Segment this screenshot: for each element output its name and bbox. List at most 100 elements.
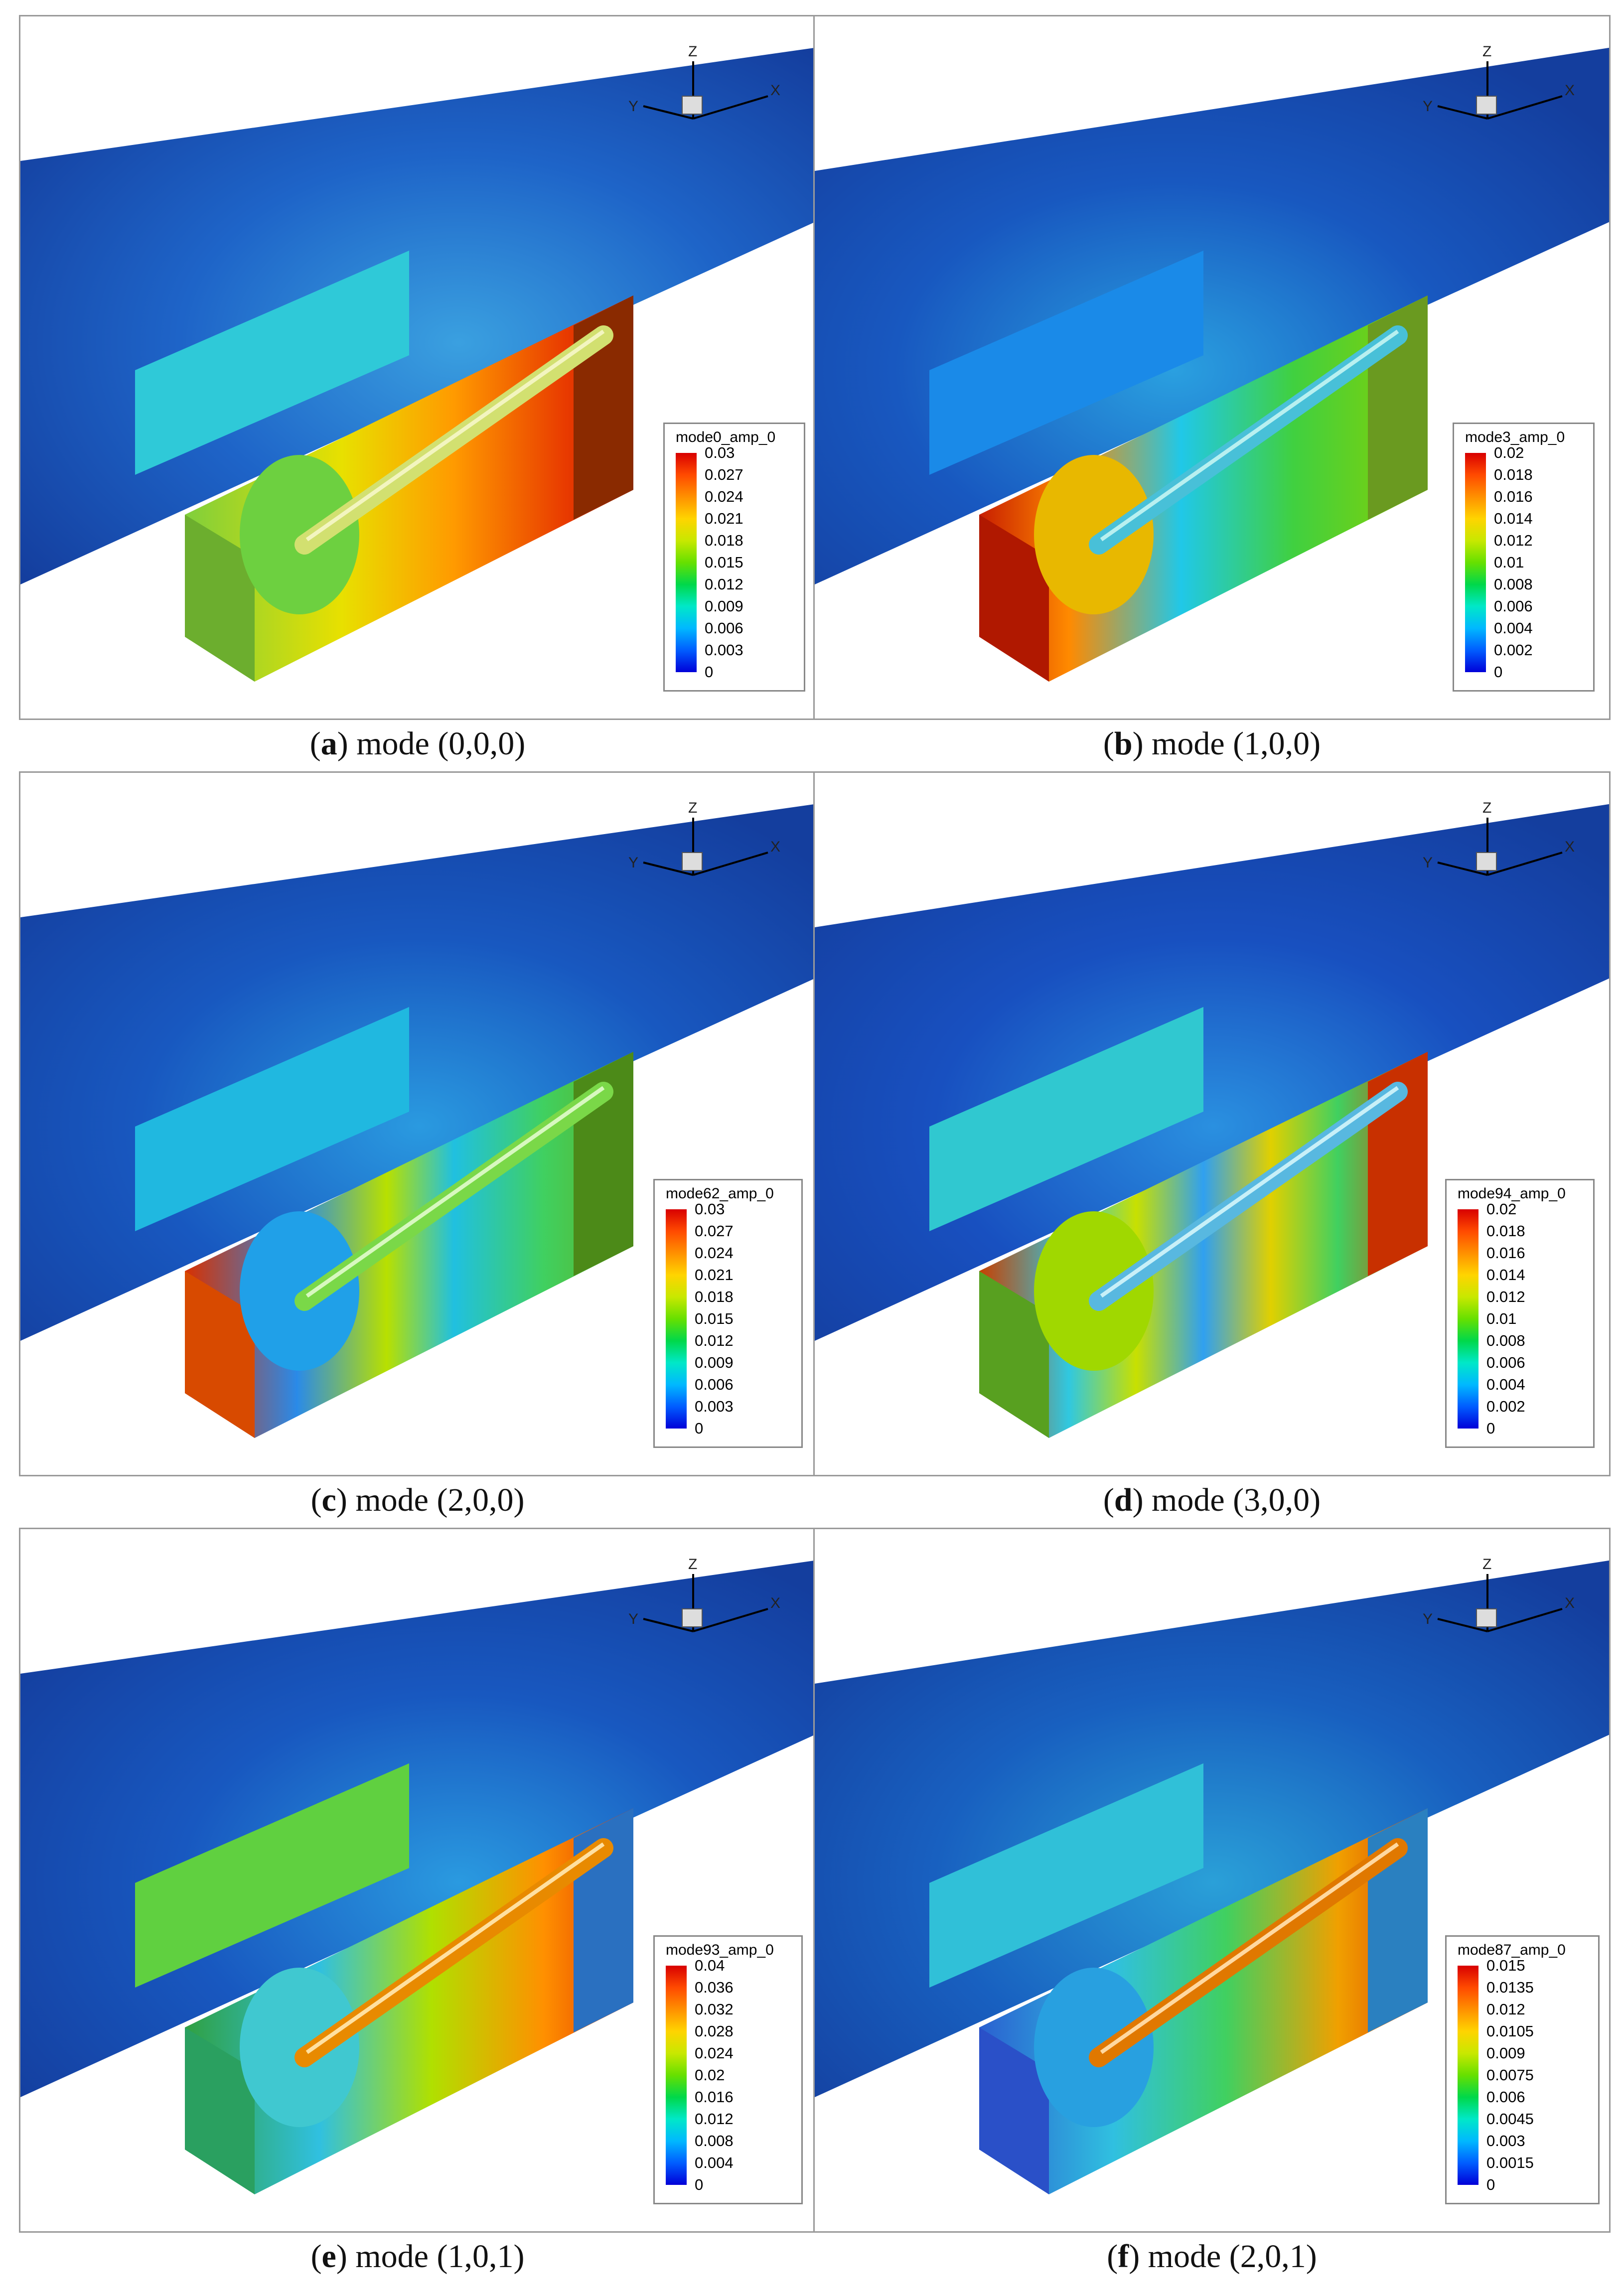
colorbar [666, 1209, 687, 1429]
legend: mode94_amp_0 0.02 0.018 0.016 0.014 0.01… [1445, 1179, 1595, 1448]
panel-e: Z X Y mode93_amp_0 0.04 0.036 0.032 0.02… [19, 1528, 816, 2233]
caption-text: mode (1,0,0) [1143, 725, 1321, 762]
legend-tick: 0.027 [695, 1222, 734, 1240]
legend-tick: 0.016 [695, 2088, 734, 2106]
legend-tick: 0.012 [1494, 532, 1533, 549]
axis-label-x: X [770, 1595, 780, 1611]
legend-tick: 0.002 [1494, 641, 1533, 659]
caption-letter: d [1114, 1482, 1133, 1518]
caption-d: (d) mode (3,0,0) [1103, 1482, 1321, 1518]
legend-tick: 0.014 [1486, 1266, 1525, 1284]
caption-letter: f [1118, 2238, 1129, 2275]
colorbar [666, 1966, 687, 2185]
legend-tick: 0.009 [705, 597, 743, 615]
colorbar [1458, 1209, 1478, 1429]
axis-label-z: Z [688, 800, 697, 816]
legend-tick: 0.003 [1486, 2132, 1525, 2150]
contour-scene: Z X Y [20, 43, 815, 682]
legend-tick: 0.016 [1494, 488, 1533, 505]
legend-tick: 0.006 [1486, 2088, 1525, 2106]
legend-tick: 0.006 [695, 1376, 734, 1393]
legend-tick: 0.027 [705, 466, 743, 483]
axis-label-y: Y [628, 98, 638, 115]
box-left-face [185, 515, 255, 682]
legend-tick: 0.02 [1486, 1200, 1517, 1218]
legend-tick: 0.0135 [1486, 1979, 1534, 1996]
legend-tick: 0.018 [1486, 1222, 1525, 1240]
caption-a: (a) mode (0,0,0) [309, 725, 526, 762]
legend-tick: 0.003 [695, 1398, 734, 1415]
legend-tick: 0.03 [695, 1200, 725, 1218]
legend-tick: 0.016 [1486, 1244, 1525, 1262]
panel-f: Z X Y mode87_amp_0 0.015 0.0135 0.012 0.… [813, 1528, 1611, 2233]
legend-tick: 0 [1494, 663, 1503, 681]
legend-tick: 0.006 [705, 619, 743, 637]
legend-tick: 0.0105 [1486, 2022, 1534, 2040]
legend: mode87_amp_0 0.015 0.0135 0.012 0.0105 0… [1445, 1935, 1600, 2204]
legend-tick: 0 [1486, 2176, 1495, 2193]
upper-plate [135, 251, 409, 475]
legend: mode0_amp_0 0.03 0.027 0.024 0.021 0.018… [663, 423, 805, 692]
panel-b: Z X Y mode3_amp_0 0.02 0.018 0.016 0.014… [813, 15, 1611, 720]
contour-scene: Z X Y [20, 1556, 815, 2194]
axis-label-z: Z [688, 1556, 697, 1573]
legend-tick: 0.028 [695, 2022, 734, 2040]
colorbar [676, 453, 697, 672]
legend-tick: 0.036 [695, 1979, 734, 1996]
legend-tick: 0.012 [1486, 1288, 1525, 1305]
legend-tick: 0 [1486, 1420, 1495, 1437]
legend-tick: 0.0075 [1486, 2066, 1534, 2084]
legend-tick: 0.009 [1486, 2044, 1525, 2062]
shaft [295, 325, 613, 555]
axis-label-z: Z [1482, 43, 1491, 60]
legend-title: mode94_amp_0 [1458, 1185, 1566, 1202]
caption-text: mode (2,0,0) [347, 1482, 525, 1518]
legend-tick: 0.018 [705, 532, 743, 549]
legend-tick: 0.024 [705, 488, 743, 505]
axis-label-x: X [1565, 839, 1575, 855]
legend-tick: 0.004 [1486, 1376, 1525, 1393]
legend-title: mode3_amp_0 [1465, 429, 1565, 445]
caption-letter: e [321, 2238, 336, 2275]
legend-tick: 0.018 [695, 1288, 734, 1305]
legend-tick: 0 [695, 2176, 704, 2193]
legend-tick: 0.02 [695, 2066, 725, 2084]
legend-tick: 0.01 [1494, 554, 1524, 571]
legend-tick: 0.0015 [1486, 2154, 1534, 2171]
disk [240, 455, 359, 614]
contour-scene: Z X Y [815, 800, 1609, 1438]
panel-a: Z X Y mode0_amp_0 0.03 0.027 0.024 0.021… [19, 15, 816, 720]
legend-tick: 0.006 [1486, 1354, 1525, 1371]
legend-tick: 0.002 [1486, 1398, 1525, 1415]
caption-letter: a [320, 725, 337, 762]
axis-label-y: Y [628, 1611, 638, 1627]
caption-b: (b) mode (1,0,0) [1103, 725, 1321, 762]
legend-tick: 0.012 [695, 1332, 734, 1349]
caption-c: (c) mode (2,0,0) [310, 1482, 525, 1518]
legend: mode93_amp_0 0.04 0.036 0.032 0.028 0.02… [653, 1935, 803, 2204]
axis-label-y: Y [628, 855, 638, 871]
axis-label-x: X [770, 82, 780, 99]
legend-tick: 0.012 [705, 575, 743, 593]
legend-title: mode87_amp_0 [1458, 1942, 1566, 1958]
axis-label-x: X [1565, 82, 1575, 99]
legend-tick: 0.024 [695, 1244, 734, 1262]
axis-label-x: X [770, 839, 780, 855]
axis-label-y: Y [1423, 98, 1433, 115]
colorbar [1465, 453, 1486, 672]
caption-text: mode (3,0,0) [1143, 1482, 1321, 1518]
axis-label-y: Y [1423, 1611, 1433, 1627]
legend-tick: 0.014 [1494, 510, 1533, 527]
contour-scene: Z X Y [815, 1556, 1609, 2194]
axis-label-y: Y [1423, 855, 1433, 871]
legend-title: mode93_amp_0 [666, 1942, 774, 1958]
flow-field [20, 47, 815, 584]
panel-d: Z X Y mode94_amp_0 0.02 0.018 0.016 0.01… [813, 771, 1611, 1476]
legend-tick: 0.012 [1486, 2001, 1525, 2018]
legend-tick: 0.015 [705, 554, 743, 571]
legend-tick: 0.012 [695, 2110, 734, 2128]
legend: mode62_amp_0 0.03 0.027 0.024 0.021 0.01… [653, 1179, 803, 1448]
caption-text: mode (1,0,1) [347, 2238, 525, 2275]
legend-tick: 0.021 [695, 1266, 734, 1284]
legend-tick: 0 [705, 663, 714, 681]
